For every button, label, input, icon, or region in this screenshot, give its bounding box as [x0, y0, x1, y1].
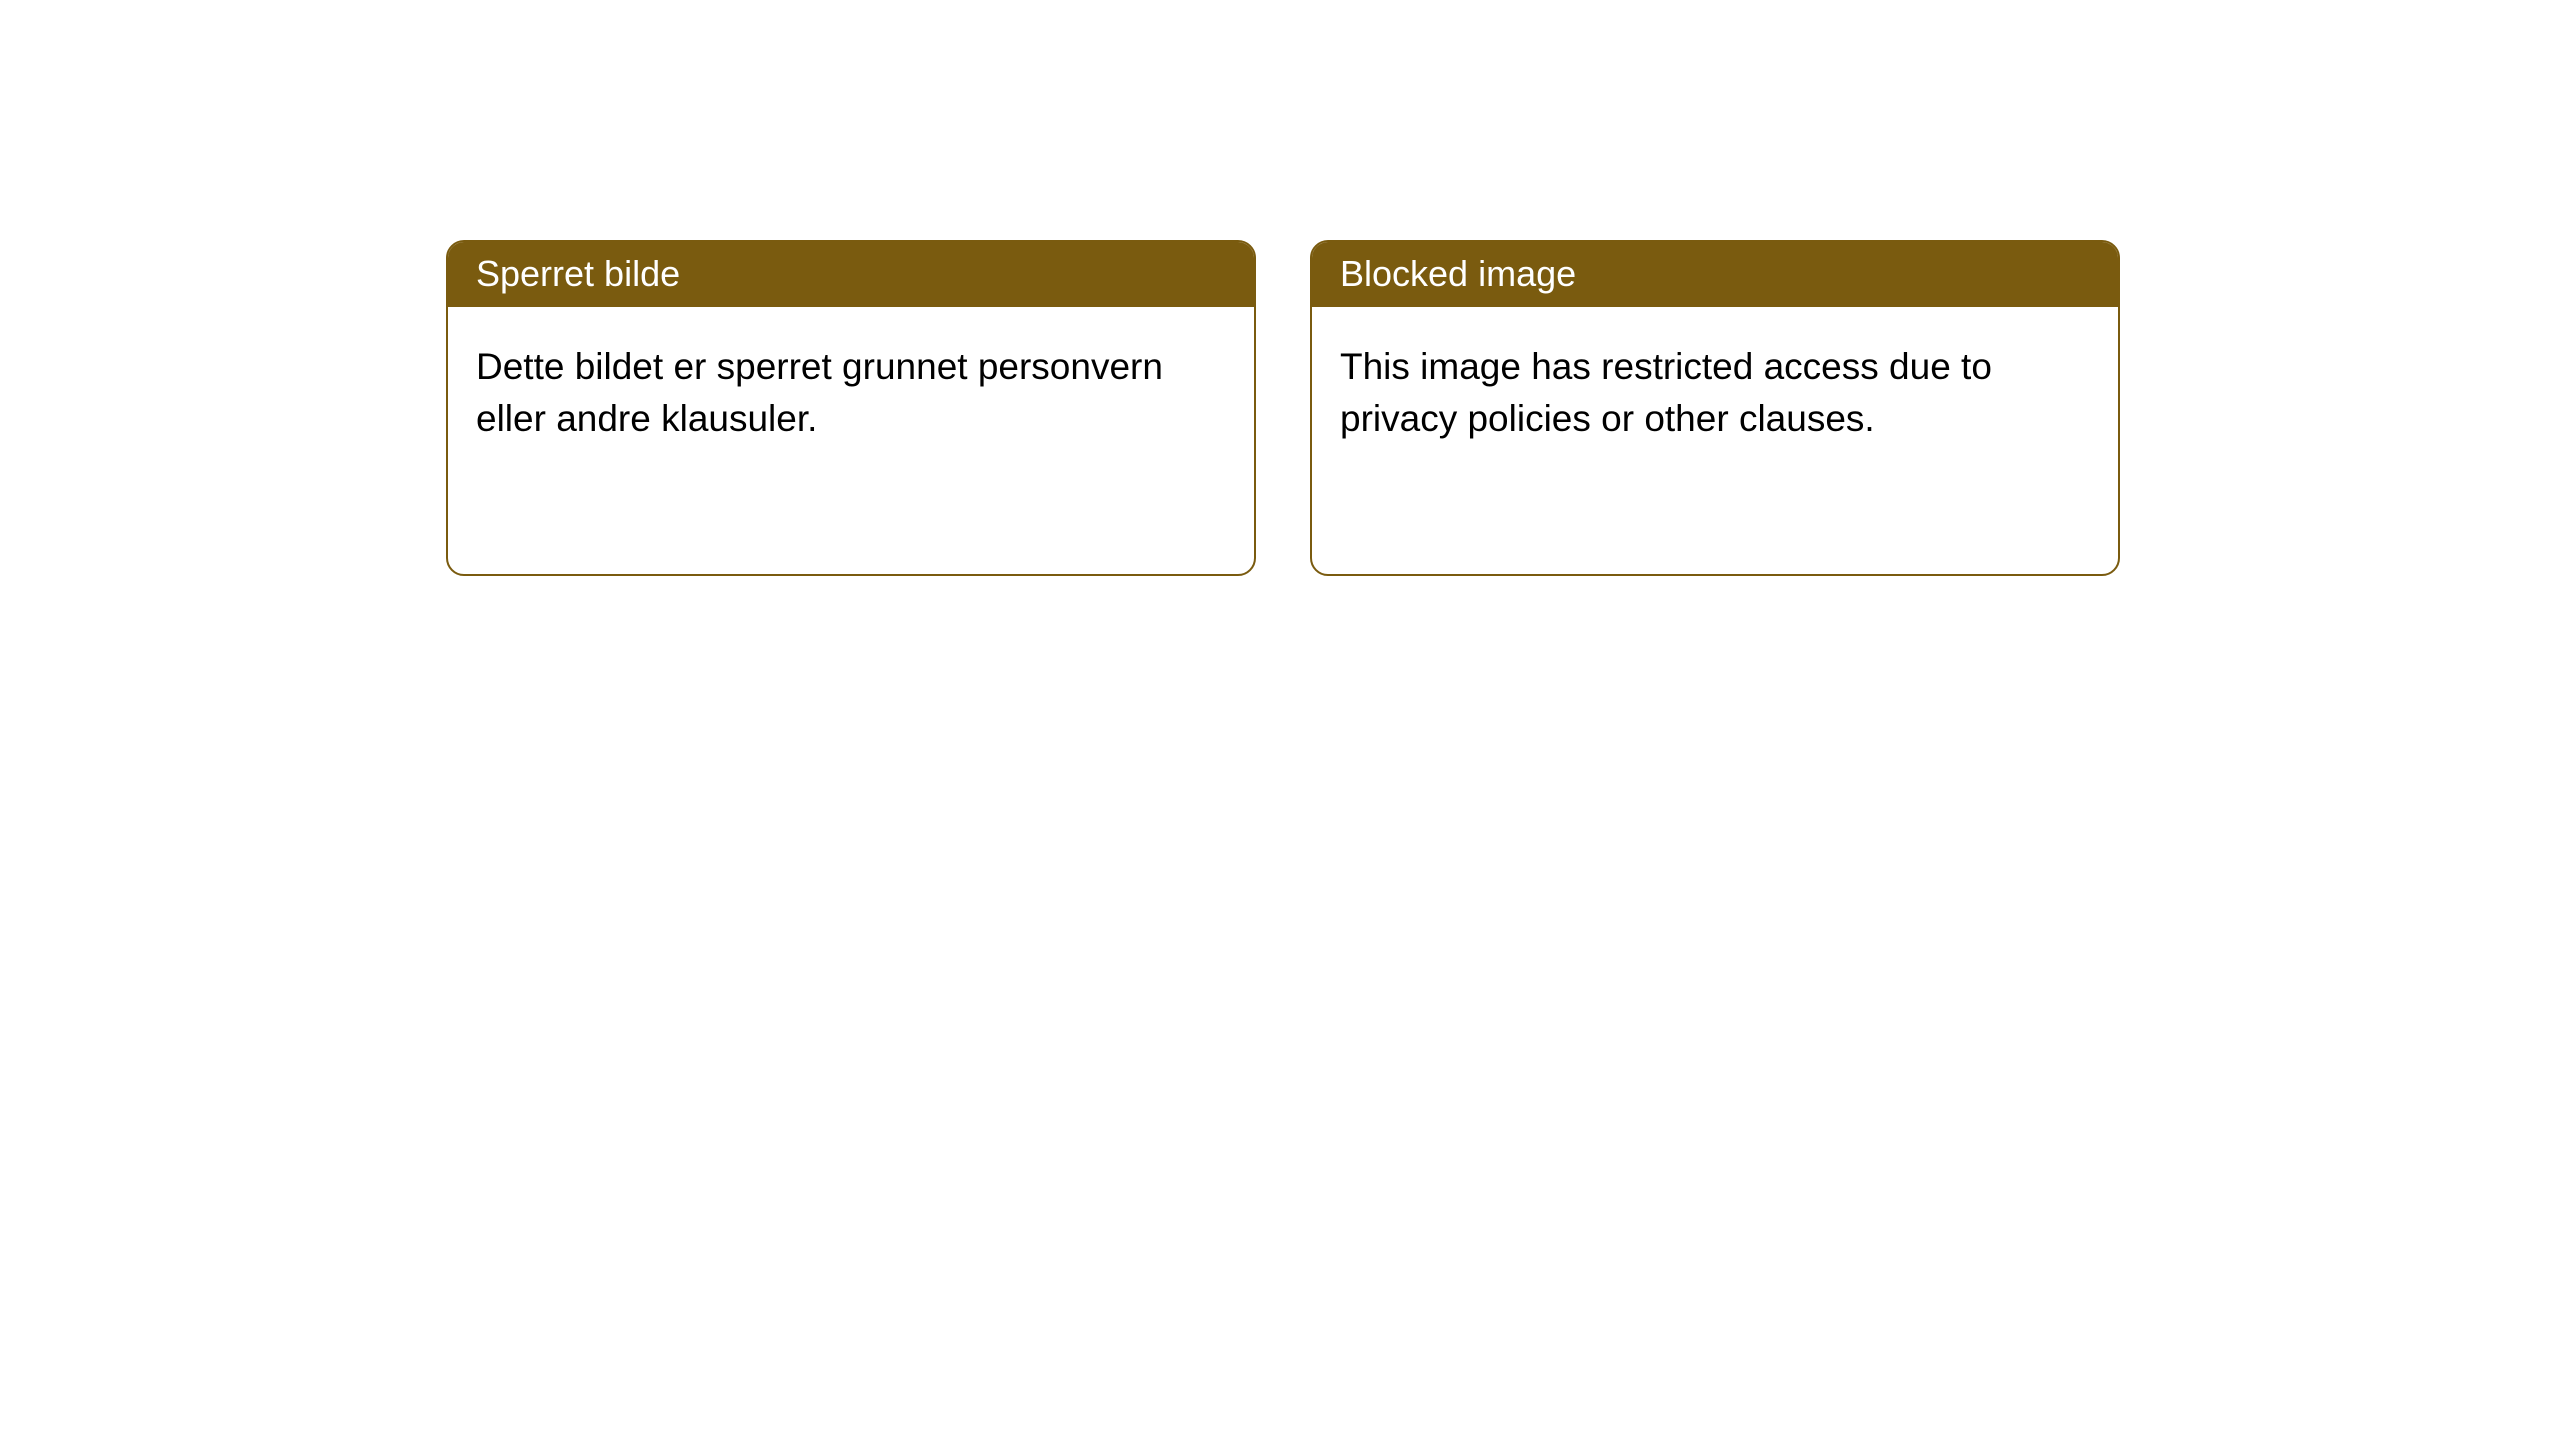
card-message-en: This image has restricted access due to … [1340, 346, 1992, 439]
blocked-image-card-en: Blocked image This image has restricted … [1310, 240, 2120, 576]
card-body-no: Dette bildet er sperret grunnet personve… [448, 307, 1254, 479]
card-title-no: Sperret bilde [476, 253, 680, 294]
card-header-no: Sperret bilde [448, 242, 1254, 307]
blocked-image-card-no: Sperret bilde Dette bildet er sperret gr… [446, 240, 1256, 576]
card-body-en: This image has restricted access due to … [1312, 307, 2118, 479]
card-message-no: Dette bildet er sperret grunnet personve… [476, 346, 1163, 439]
notice-container: Sperret bilde Dette bildet er sperret gr… [0, 0, 2560, 576]
card-title-en: Blocked image [1340, 253, 1576, 294]
card-header-en: Blocked image [1312, 242, 2118, 307]
